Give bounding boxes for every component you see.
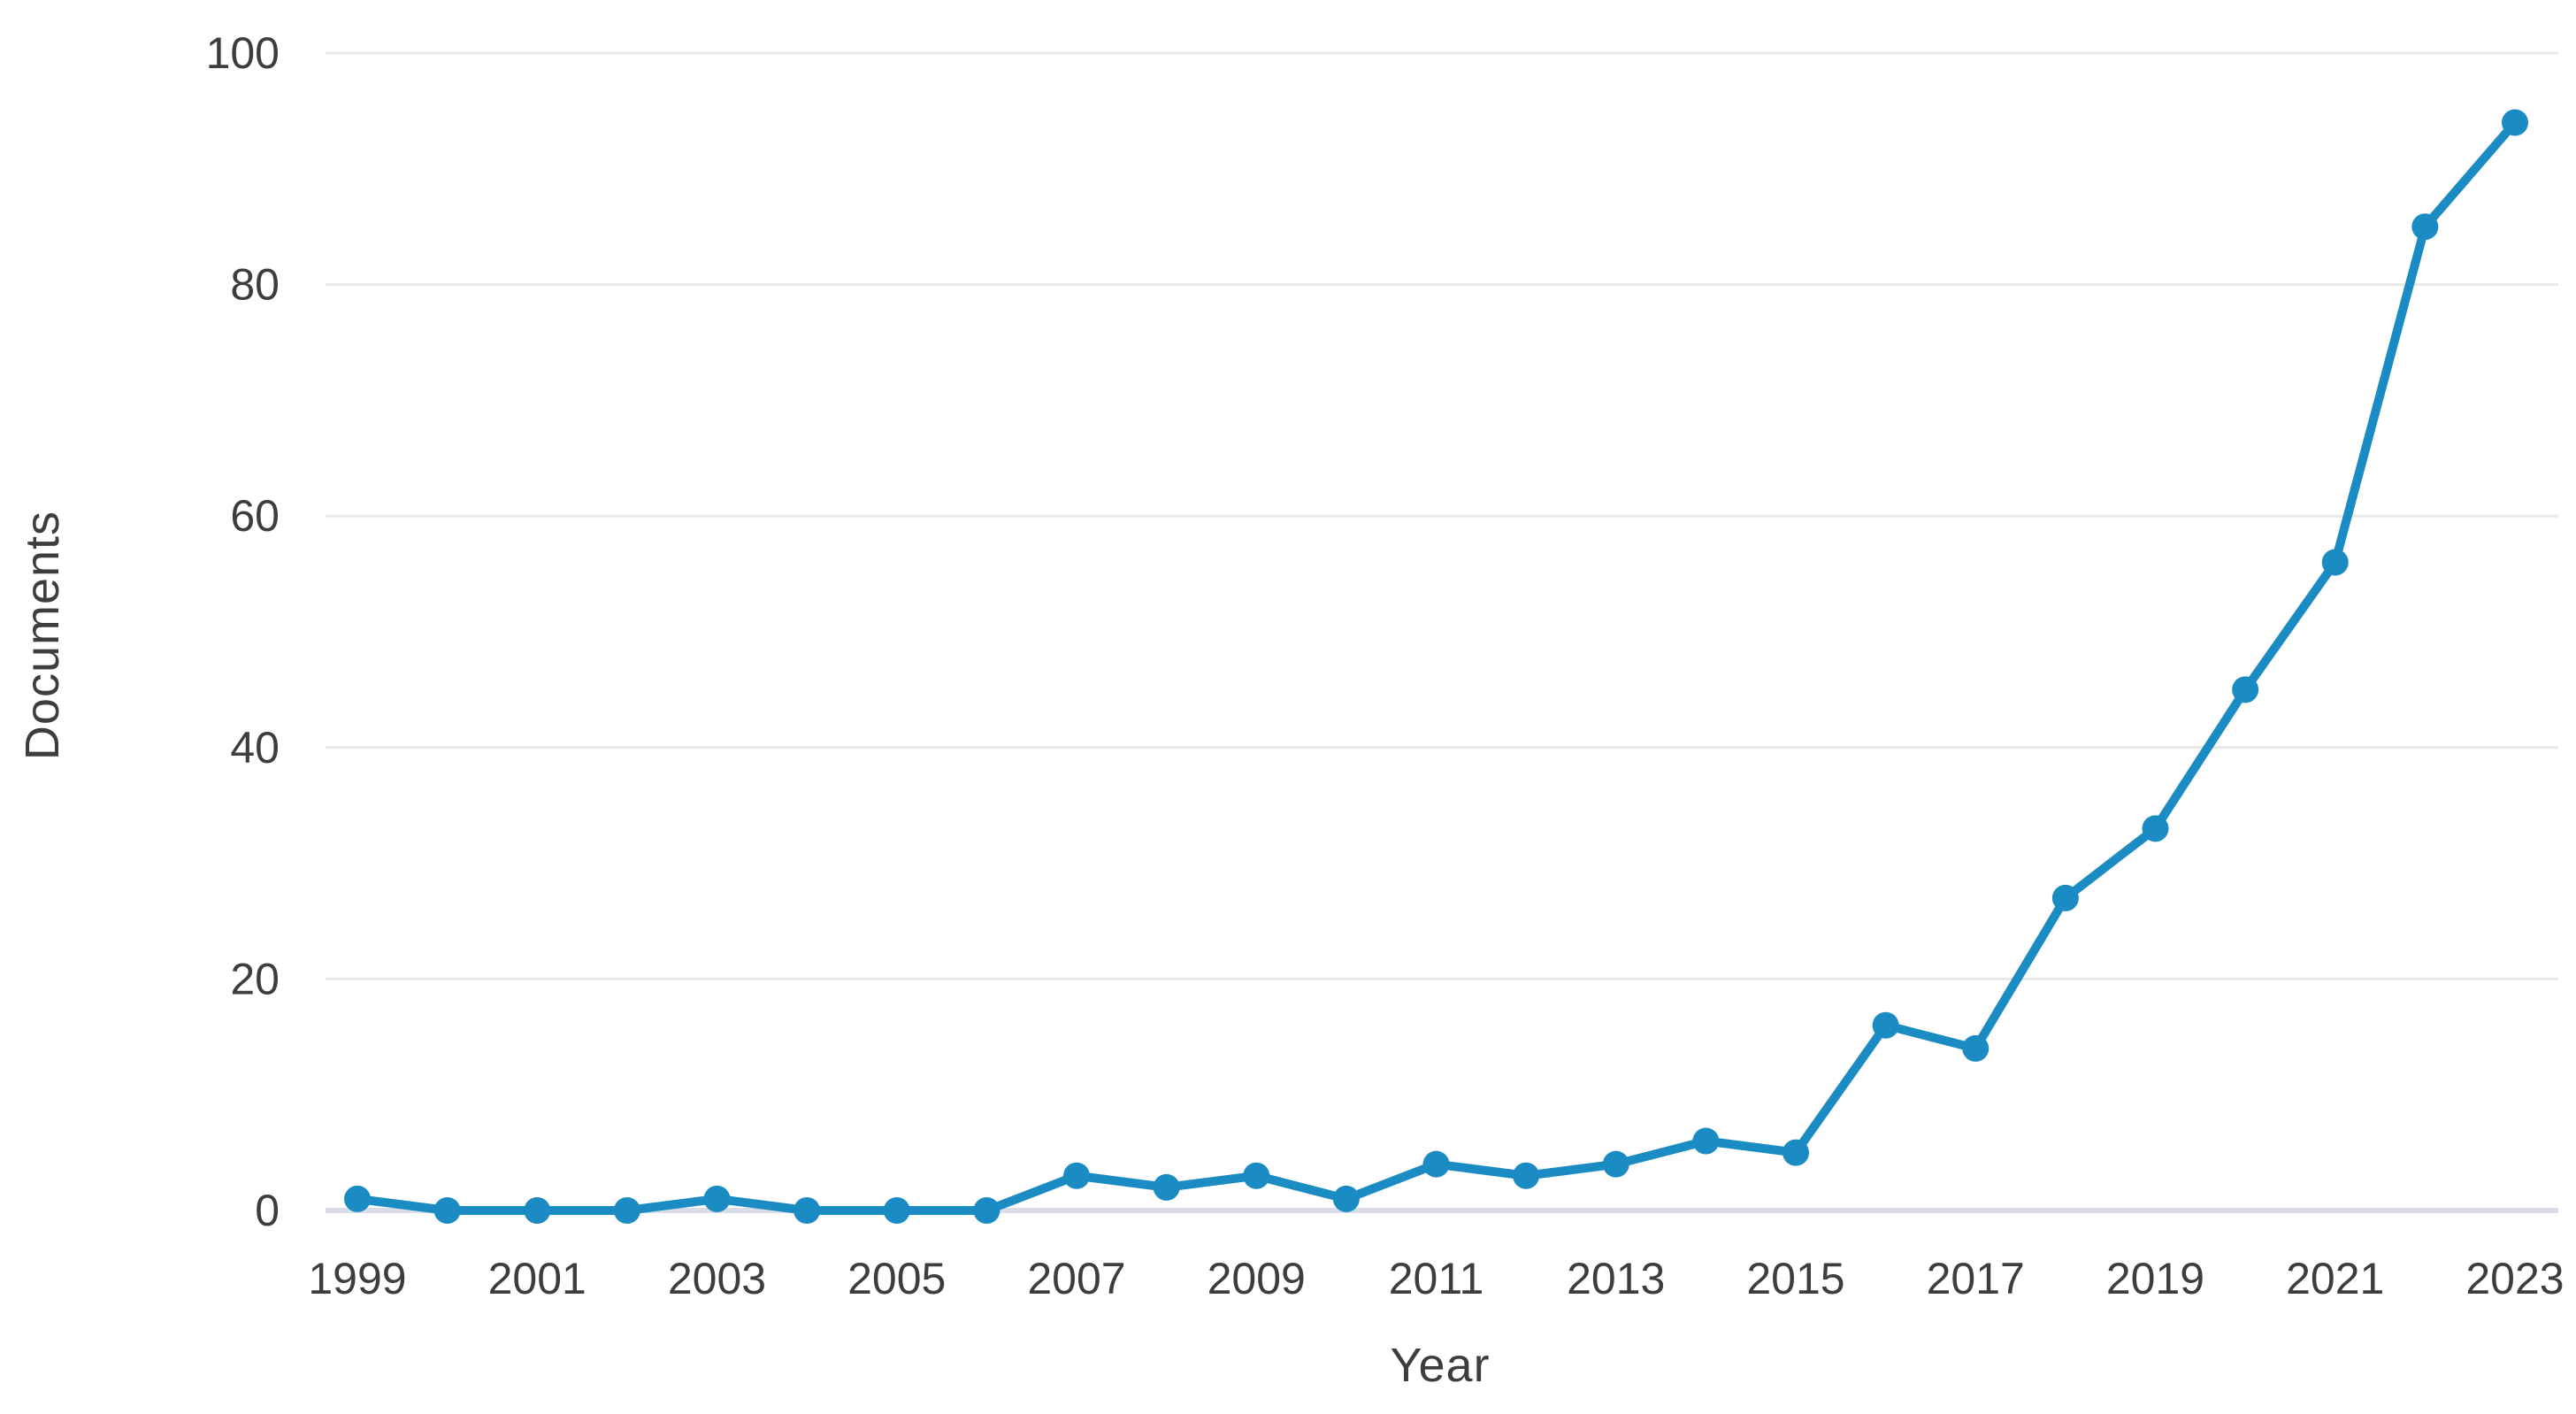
y-tick-label-40: 40 — [230, 723, 280, 772]
x-axis-title: Year — [1390, 1339, 1491, 1392]
data-point-2004 — [794, 1197, 821, 1224]
data-point-2019 — [2142, 815, 2169, 842]
data-point-2015 — [1782, 1139, 1809, 1166]
x-tick-label-2003: 2003 — [668, 1254, 766, 1303]
data-point-2012 — [1513, 1162, 1540, 1189]
x-tick-label-2013: 2013 — [1567, 1254, 1665, 1303]
data-point-2020 — [2232, 676, 2259, 703]
data-point-2014 — [1692, 1127, 1720, 1155]
data-point-2006 — [973, 1197, 1000, 1224]
data-point-2021 — [2321, 549, 2349, 576]
data-point-2008 — [1153, 1173, 1180, 1201]
x-tick-label-2017: 2017 — [1927, 1254, 2025, 1303]
data-point-2005 — [883, 1197, 910, 1224]
x-tick-label-2019: 2019 — [2106, 1254, 2204, 1303]
data-point-2003 — [703, 1185, 731, 1212]
x-tick-label-2001: 2001 — [488, 1254, 586, 1303]
x-tick-label-2009: 2009 — [1208, 1254, 1306, 1303]
data-point-2017 — [1962, 1034, 1990, 1062]
data-point-2022 — [2411, 213, 2439, 241]
y-tick-label-20: 20 — [230, 954, 280, 1003]
x-tick-label-2011: 2011 — [1389, 1254, 1484, 1303]
y-tick-label-60: 60 — [230, 491, 280, 541]
x-tick-label-2023: 2023 — [2465, 1254, 2564, 1303]
data-point-2011 — [1422, 1150, 1450, 1178]
y-tick-label-0: 0 — [255, 1186, 280, 1235]
data-point-2013 — [1602, 1150, 1629, 1178]
x-tick-label-2005: 2005 — [847, 1254, 946, 1303]
y-tick-label-80: 80 — [230, 260, 280, 310]
data-point-1999 — [344, 1185, 371, 1212]
y-tick-label-100: 100 — [206, 28, 280, 78]
y-axis-tick-labels: 0 20 40 60 80 100 — [206, 28, 280, 1235]
y-axis-title: Documents — [16, 510, 69, 761]
x-tick-label-2021: 2021 — [2286, 1254, 2384, 1303]
x-tick-label-2007: 2007 — [1027, 1254, 1125, 1303]
x-tick-label-1999: 1999 — [308, 1254, 406, 1303]
data-point-2010 — [1332, 1185, 1360, 1212]
data-point-2001 — [524, 1197, 551, 1224]
data-series — [344, 109, 2528, 1224]
data-point-2023 — [2502, 109, 2528, 136]
data-point-2018 — [2051, 884, 2079, 911]
data-point-2002 — [613, 1197, 640, 1224]
data-point-2007 — [1063, 1162, 1090, 1189]
x-tick-label-2015: 2015 — [1746, 1254, 1844, 1303]
data-point-2009 — [1243, 1162, 1270, 1189]
data-point-2000 — [433, 1197, 461, 1224]
x-axis-tick-labels: 1999 2001 2003 2005 2007 2009 2011 2013 2015 2017… — [308, 1254, 2564, 1303]
horizontal-gridlines — [326, 51, 2558, 980]
data-point-2016 — [1872, 1011, 1899, 1039]
